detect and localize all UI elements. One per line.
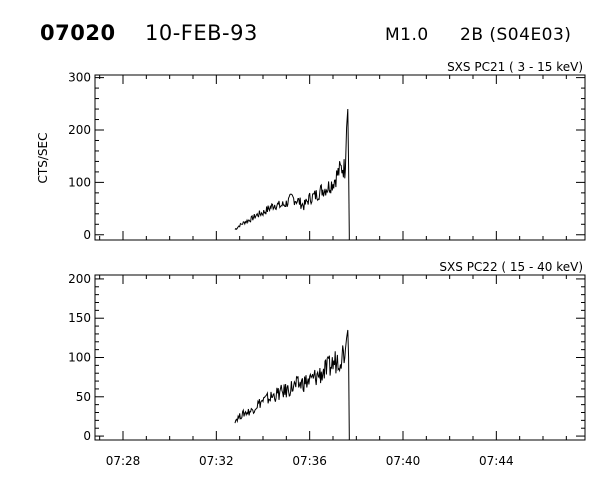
axis-ticks-pc21 xyxy=(95,75,585,240)
y-tick-label: 200 xyxy=(68,123,91,137)
series-line-pc21 xyxy=(234,108,350,240)
axis-ticks-pc22 xyxy=(95,275,585,440)
series-line-pc22 xyxy=(234,329,350,440)
x-tick-labels: 07:28 07:32 07:36 07:40 07:44 xyxy=(106,454,514,468)
plot-frame-pc21 xyxy=(94,74,586,241)
y-tick-label: 300 xyxy=(68,71,91,85)
y-tick-labels-pc21: 0 100 200 300 xyxy=(68,71,91,242)
plot-frame-pc22 xyxy=(94,274,586,441)
optical-class: 2B (S04E03) xyxy=(460,25,571,45)
panel-pc22: SXS PC22 ( 15 - 40 keV) 0 50 100 150 200 xyxy=(68,260,586,443)
x-tick-label: 07:36 xyxy=(292,454,327,468)
panel-label-pc22: SXS PC22 ( 15 - 40 keV) xyxy=(439,260,583,274)
y-tick-label: 200 xyxy=(68,272,91,286)
y-tick-label: 0 xyxy=(83,228,91,242)
y-tick-label: 150 xyxy=(68,311,91,325)
event-id: 07020 xyxy=(40,21,116,45)
x-tick-label: 07:32 xyxy=(199,454,234,468)
x-tick-label: 07:44 xyxy=(479,454,514,468)
panel-pc21: SXS PC21 ( 3 - 15 keV) CTS/SEC 0 100 200 30… xyxy=(36,60,586,242)
y-tick-label: 50 xyxy=(76,390,91,404)
y-axis-label: CTS/SEC xyxy=(36,133,50,184)
x-tick-label: 07:28 xyxy=(106,454,141,468)
panel-label-pc21: SXS PC21 ( 3 - 15 keV) xyxy=(447,60,583,74)
x-tick-label: 07:40 xyxy=(386,454,421,468)
flare-class: M1.0 xyxy=(385,25,429,45)
y-tick-label: 100 xyxy=(68,351,91,365)
event-date: 10-FEB-93 xyxy=(145,21,258,45)
y-tick-label: 0 xyxy=(83,429,91,443)
y-tick-label: 100 xyxy=(68,175,91,189)
y-tick-labels-pc22: 0 50 100 150 200 xyxy=(68,272,91,443)
